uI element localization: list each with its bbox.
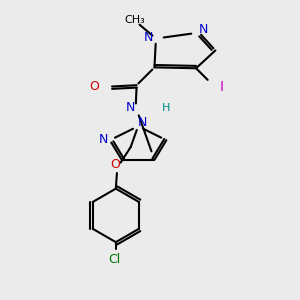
Text: Cl: Cl <box>108 253 121 266</box>
Text: CH₃: CH₃ <box>125 15 146 25</box>
Text: I: I <box>219 80 223 94</box>
Text: N: N <box>138 116 147 129</box>
Text: N: N <box>144 31 153 44</box>
Text: N: N <box>199 22 208 35</box>
Text: H: H <box>162 103 170 113</box>
Text: O: O <box>110 158 120 171</box>
Text: N: N <box>126 101 135 114</box>
Text: O: O <box>89 80 99 93</box>
Text: N: N <box>99 133 108 146</box>
